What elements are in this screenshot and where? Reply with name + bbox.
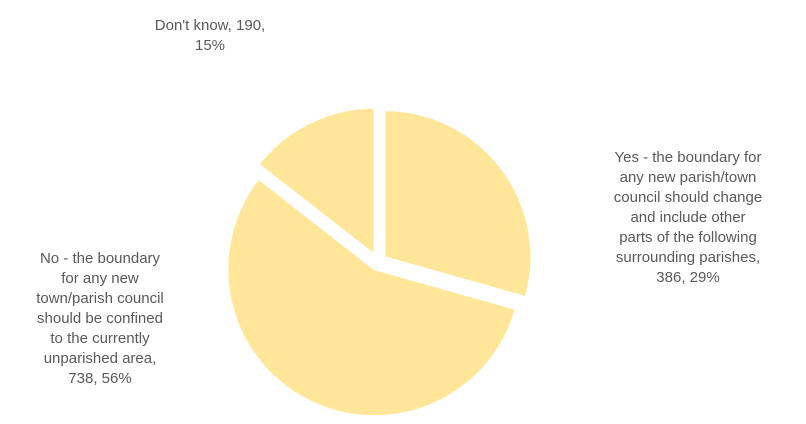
slice-label-line: should be confined (37, 310, 163, 327)
slice-label-line: 15% (194, 37, 226, 54)
slice-label-line: any new parish/town (619, 169, 757, 186)
slice-label-no: No - the boundary for any new town/paris… (5, 249, 195, 389)
pie-slice-yes (383, 109, 533, 299)
slice-label-dont-know: Don't know, 190, 15% (110, 16, 310, 56)
slice-label-line: town/parish council (36, 290, 164, 307)
slice-label-line: Yes - the boundary for (614, 149, 762, 166)
slice-label-line: surrounding parishes, (615, 249, 761, 266)
slice-label-line: Don't know, 190, (154, 17, 266, 34)
pie-slice-no (226, 177, 518, 418)
slice-label-line: parts of the following (619, 229, 757, 246)
slice-label-line: No - the boundary (39, 250, 161, 267)
slice-label-line: 738, 56% (68, 370, 132, 387)
slice-label-line: to the currently (50, 330, 150, 347)
slice-label-line: and include other (630, 209, 746, 226)
slice-label-line: for any new (61, 270, 139, 287)
slice-label-line: 386, 29% (656, 269, 720, 286)
slice-label-yes: Yes - the boundary for any new parish/to… (575, 148, 801, 288)
slice-label-line: unparished area, (43, 350, 157, 367)
pie-slice-dont-know (257, 106, 376, 257)
slice-label-line: council should change (613, 189, 763, 206)
